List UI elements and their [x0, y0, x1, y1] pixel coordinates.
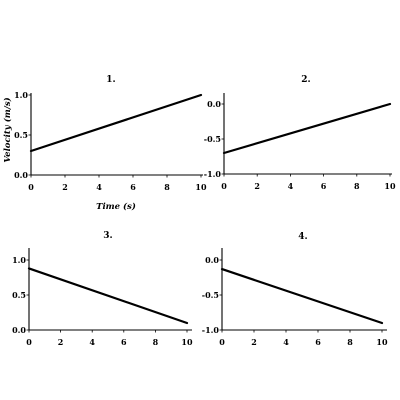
chart-title: 2.: [301, 75, 310, 85]
x-tick-label: 10: [195, 182, 207, 192]
x-tick-label: 4: [283, 337, 289, 347]
x-tick-label: 6: [121, 337, 127, 347]
x-tick-label: 2: [62, 182, 68, 192]
y-tick-label: 1.0: [14, 90, 28, 100]
chart-panel-4: 4. 0 2 4 6 8 10 -1.0 -0.5 0.0: [202, 232, 388, 347]
y-axis-label: Velocity (m/s): [2, 97, 13, 162]
y-tick-label: -1.0: [202, 325, 220, 335]
chart-title: 4.: [298, 232, 307, 242]
x-tick-label: 0: [28, 182, 34, 192]
chart-panel-3: 3. 0 2 4 6 8 10 0.0 0.5 1.0: [12, 231, 193, 347]
y-tick-label: 0.0: [12, 325, 26, 335]
x-axis-label: Time (s): [96, 201, 136, 212]
y-tick-label: -0.5: [202, 290, 219, 300]
y-tick-label: 1.0: [12, 255, 26, 265]
x-tick-label: 2: [58, 337, 64, 347]
x-tick-label: 8: [347, 337, 353, 347]
y-tick-label: 0.0: [207, 99, 221, 109]
x-tick-label: 0: [221, 181, 227, 191]
y-tick-label: 0.5: [14, 130, 28, 140]
x-tick-label: 4: [96, 182, 102, 192]
x-tick-label: 4: [288, 181, 294, 191]
x-tick-label: 10: [376, 337, 388, 347]
y-tick-label: 0.0: [205, 255, 219, 265]
x-tick-label: 2: [251, 337, 257, 347]
chart-panel-2: 2. 0 2 4 6 8 10 -1.0 -0.5 0.0: [204, 75, 396, 191]
series-line: [27, 267, 189, 325]
x-tick-label: 0: [26, 337, 32, 347]
chart-title: 3.: [103, 231, 112, 241]
x-tick-label: 2: [254, 181, 260, 191]
x-tick-label: 4: [89, 337, 95, 347]
x-tick-label: 6: [130, 182, 136, 192]
y-tick-label: 0.0: [14, 170, 28, 180]
series-line: [220, 268, 384, 325]
x-tick-label: 6: [321, 181, 327, 191]
x-tick-label: 8: [354, 181, 360, 191]
chart-title: 1.: [106, 75, 115, 85]
x-tick-label: 10: [181, 337, 193, 347]
x-tick-label: 0: [219, 337, 225, 347]
series-line: [222, 102, 392, 155]
x-tick-label: 8: [153, 337, 159, 347]
x-tick-label: 6: [315, 337, 321, 347]
x-tick-label: 10: [384, 181, 396, 191]
y-tick-label: -1.0: [204, 169, 222, 179]
y-tick-label: -0.5: [204, 134, 221, 144]
y-tick-label: 0.5: [12, 290, 26, 300]
series-line: [29, 93, 203, 153]
x-tick-label: 8: [164, 182, 170, 192]
